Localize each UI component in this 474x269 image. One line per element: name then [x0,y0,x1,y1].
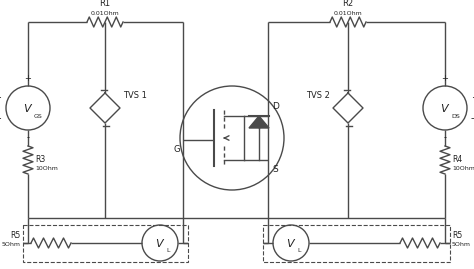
Bar [263,225,450,262]
Text: 10Ohm: 10Ohm [452,167,474,172]
Text: -: - [0,113,1,123]
Text: -: - [27,133,29,142]
Text: R4: R4 [452,155,462,165]
Text: R3: R3 [35,155,45,165]
Text: +: + [25,74,31,83]
Text: R5: R5 [452,231,462,239]
Polygon shape [249,116,269,128]
Text: D: D [272,102,279,111]
Text: $V$: $V$ [286,237,296,249]
Text: DS: DS [451,114,460,119]
Text: L: L [166,248,170,253]
Text: G: G [173,146,180,154]
Text: 0.01Ohm: 0.01Ohm [334,11,363,16]
Text: TVS 1: TVS 1 [123,91,147,101]
Text: GS: GS [34,114,43,119]
Text: -: - [471,113,474,123]
Text: $V$: $V$ [155,237,165,249]
Text: TVS 2: TVS 2 [306,91,330,101]
Text: L: L [297,248,301,253]
Text: +: + [0,93,1,103]
Text: 5Ohm: 5Ohm [2,242,21,247]
Text: $V$: $V$ [440,102,450,114]
Text: R1: R1 [100,0,110,8]
Text: 0.01Ohm: 0.01Ohm [91,11,119,16]
Text: S: S [272,165,278,174]
Text: $V$: $V$ [23,102,33,114]
Text: R2: R2 [342,0,354,8]
Bar [23,225,188,262]
Text: 5Ohm: 5Ohm [452,242,471,247]
Text: 10Ohm: 10Ohm [35,167,58,172]
Text: R5: R5 [11,231,21,239]
Text: +: + [471,93,474,103]
Text: +: + [442,74,448,83]
Text: -: - [444,133,447,142]
